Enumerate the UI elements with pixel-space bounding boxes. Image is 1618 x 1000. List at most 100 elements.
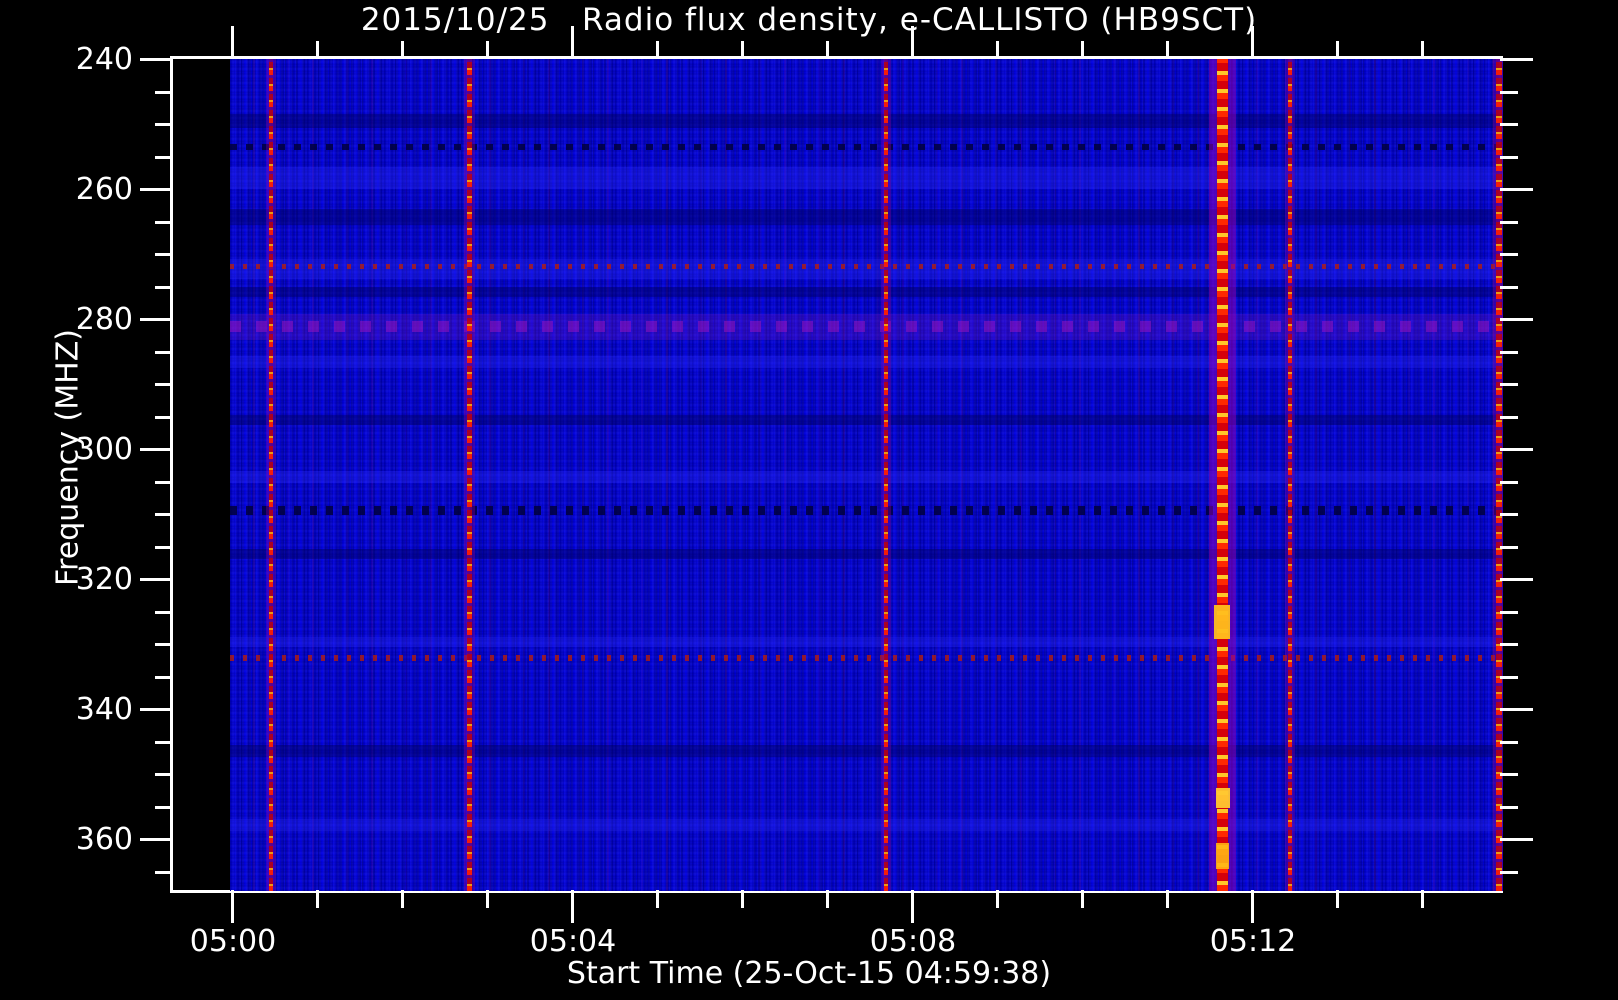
xtick-top-0500 — [231, 26, 234, 59]
xtick-minor-0506 — [741, 890, 744, 908]
rfi-core — [269, 59, 273, 891]
rfi-line-0513 — [1285, 59, 1295, 891]
xtick-minor-0501 — [316, 890, 319, 908]
ytick-minor-305 — [155, 481, 173, 484]
hline-272mhz-dotted — [230, 264, 1503, 269]
xtick-top-minor-0511 — [1166, 41, 1169, 59]
ytick-minor-245 — [155, 91, 173, 94]
xtick-minor-0505 — [656, 890, 659, 908]
ytick-right-minor-355 — [1500, 806, 1518, 809]
ytick-right-360 — [1500, 838, 1533, 841]
xtick-top-minor-0510 — [1081, 41, 1084, 59]
ytick-right-minor-265 — [1500, 221, 1518, 224]
ytick-right-340 — [1500, 708, 1533, 711]
rfi-core — [1217, 59, 1228, 891]
ytick-right-minor-270 — [1500, 253, 1518, 256]
rfi-blob-353mhz — [1216, 788, 1230, 808]
figure-title: 2015/10/25 Radio flux density, e-CALLIST… — [360, 2, 1258, 38]
ytick-right-240 — [1500, 58, 1533, 61]
xtick-top-minor-0502 — [401, 41, 404, 59]
ytick-right-minor-290 — [1500, 383, 1518, 386]
ytick-minor-325 — [155, 611, 173, 614]
rfi-core — [884, 59, 888, 891]
ytick-280 — [140, 318, 173, 321]
ytick-minor-330 — [155, 643, 173, 646]
band-305mhz — [230, 471, 1503, 483]
xtick-0500 — [231, 890, 234, 923]
xtick-top-0508 — [911, 26, 914, 59]
hline-281mhz-magenta — [230, 321, 1503, 332]
ytick-right-minor-335 — [1500, 676, 1518, 679]
ytick-minor-335 — [155, 676, 173, 679]
band-264mhz — [230, 209, 1503, 225]
rfi-line-0512-strong — [1209, 59, 1236, 891]
xtick-top-minor-0505 — [656, 41, 659, 59]
xtick-minor-0510 — [1081, 890, 1084, 908]
xtick-top-minor-0509 — [996, 41, 999, 59]
ytick-right-280 — [1500, 318, 1533, 321]
hline-333mhz-dotted — [230, 655, 1503, 661]
ytick-right-minor-345 — [1500, 741, 1518, 744]
xtick-top-minor-0514 — [1421, 41, 1424, 59]
ytick-260 — [140, 188, 173, 191]
ytick-label-300: 300 — [75, 432, 133, 467]
ytick-right-minor-245 — [1500, 91, 1518, 94]
xtick-0512 — [1251, 890, 1254, 923]
xtick-minor-0511 — [1166, 890, 1169, 908]
xtick-label-0512: 05:12 — [1209, 924, 1297, 959]
xtick-minor-0513 — [1336, 890, 1339, 908]
ytick-right-minor-365 — [1500, 871, 1518, 874]
xtick-minor-0503 — [486, 890, 489, 908]
band-316mhz — [230, 549, 1503, 559]
ytick-320 — [140, 578, 173, 581]
ytick-360 — [140, 838, 173, 841]
ytick-label-280: 280 — [75, 302, 133, 337]
ytick-340 — [140, 708, 173, 711]
rfi-blob-362mhz — [1216, 843, 1229, 869]
ytick-minor-295 — [155, 416, 173, 419]
rfi-line-0514-edge — [1493, 59, 1503, 891]
xtick-top-minor-0506 — [741, 41, 744, 59]
ytick-right-minor-310 — [1500, 513, 1518, 516]
ytick-minor-250 — [155, 123, 173, 126]
xtick-label-0508: 05:08 — [869, 924, 957, 959]
rfi-line-0502 — [464, 59, 475, 891]
hline-254mhz-dotted — [230, 144, 1503, 150]
band-358mhz — [230, 819, 1503, 831]
ytick-240 — [140, 58, 173, 61]
ytick-right-320 — [1500, 578, 1533, 581]
ytick-minor-270 — [155, 253, 173, 256]
band-287mhz — [230, 356, 1503, 368]
rfi-core — [467, 59, 472, 891]
rfi-blob-325mhz — [1214, 605, 1230, 639]
xtick-label-0500: 05:00 — [189, 924, 277, 959]
band-330mhz — [230, 637, 1503, 647]
xtick-minor-0514 — [1421, 890, 1424, 908]
band-346mhz — [230, 745, 1503, 757]
ytick-right-minor-250 — [1500, 123, 1518, 126]
ytick-right-300 — [1500, 448, 1533, 451]
ytick-right-260 — [1500, 188, 1533, 191]
ytick-minor-290 — [155, 383, 173, 386]
xtick-top-minor-0501 — [316, 41, 319, 59]
band-250mhz — [230, 114, 1503, 128]
xtick-top-minor-0503 — [486, 41, 489, 59]
ytick-minor-265 — [155, 221, 173, 224]
ytick-right-minor-315 — [1500, 546, 1518, 549]
ytick-right-minor-330 — [1500, 643, 1518, 646]
xtick-top-minor-0513 — [1336, 41, 1339, 59]
ytick-right-minor-305 — [1500, 481, 1518, 484]
xtick-top-0504 — [571, 26, 574, 59]
ytick-right-minor-350 — [1500, 773, 1518, 776]
band-272mhz — [230, 259, 1503, 279]
xtick-label-0504: 05:04 — [529, 924, 617, 959]
hline-310mhz-dotted — [230, 506, 1503, 515]
x-axis-title: Start Time (25-Oct-15 04:59:38) — [566, 956, 1052, 991]
spectrogram-data-area — [230, 59, 1503, 891]
ytick-right-minor-255 — [1500, 156, 1518, 159]
ytick-minor-275 — [155, 286, 173, 289]
band-296mhz — [230, 415, 1503, 425]
xtick-0508 — [911, 890, 914, 923]
ytick-label-240: 240 — [75, 42, 133, 77]
ytick-label-320: 320 — [75, 562, 133, 597]
